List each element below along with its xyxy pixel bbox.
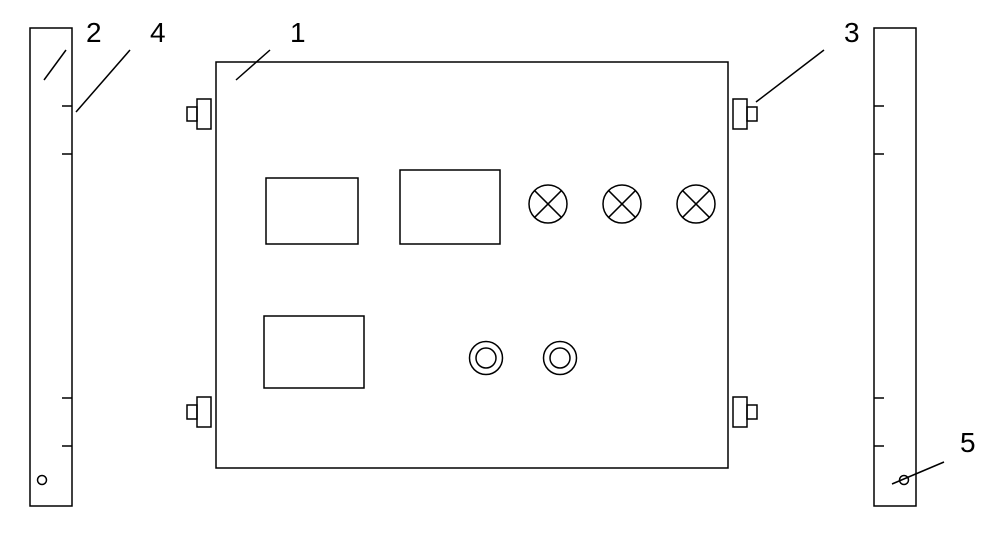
hinge-barrel-2 — [733, 99, 747, 129]
callout-line-2 — [44, 50, 66, 80]
display-rect-1 — [400, 170, 500, 244]
hinge-pin-3 — [747, 405, 757, 419]
ring-inner-0 — [476, 348, 496, 368]
hinge-barrel-3 — [733, 397, 747, 427]
callout-line-5 — [892, 462, 944, 484]
callout-label-2: 2 — [86, 17, 102, 48]
side-panel-hole-left — [38, 476, 47, 485]
ring-outer-1 — [544, 342, 577, 375]
hinge-pin-2 — [747, 107, 757, 121]
callout-line-1 — [236, 50, 270, 80]
hinge-barrel-0 — [197, 99, 211, 129]
callout-label-5: 5 — [960, 427, 976, 458]
display-rect-2 — [264, 316, 364, 388]
schematic-canvas: 1 2 4 3 5 — [0, 0, 1000, 546]
callout-label-4: 4 — [150, 17, 166, 48]
hinge-pin-1 — [187, 405, 197, 419]
side-panel-right — [874, 28, 916, 506]
callout-line-3 — [756, 50, 824, 102]
diagram-layer: 1 2 4 3 5 — [30, 17, 976, 506]
callout-line-4 — [76, 50, 130, 112]
callout-label-1: 1 — [290, 17, 306, 48]
side-panel-left — [30, 28, 72, 506]
ring-inner-1 — [550, 348, 570, 368]
hinge-pin-0 — [187, 107, 197, 121]
display-rect-0 — [266, 178, 358, 244]
callout-label-3: 3 — [844, 17, 860, 48]
hinge-barrel-1 — [197, 397, 211, 427]
ring-outer-0 — [470, 342, 503, 375]
main-panel — [216, 62, 728, 468]
